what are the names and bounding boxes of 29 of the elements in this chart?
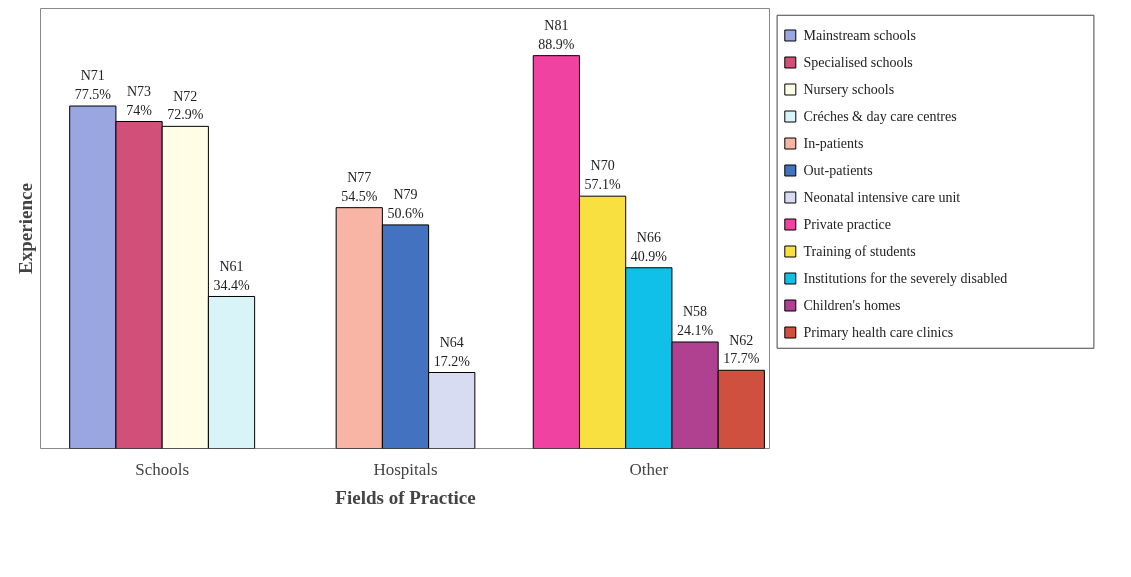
x-tick-label: Other — [629, 459, 669, 479]
legend-label: Training of students — [803, 244, 916, 259]
data-label: N64 17.2% — [433, 334, 471, 369]
data-label: N66 40.9% — [630, 230, 668, 264]
legend-label: Institutions for the severely disabled — [803, 271, 1008, 286]
legend-label: Créches & day care centres — [803, 109, 957, 124]
legend-label: Out-patients — [803, 163, 873, 178]
legend-label: Neonatal intensive care unit — [803, 190, 961, 205]
legend-label: Specialised schools — [803, 55, 913, 70]
data-label: N61 34.4% — [213, 258, 250, 293]
legend-label: Private practice — [803, 217, 891, 232]
data-label: N81 88.9% — [538, 17, 575, 52]
legend-label: Mainstream schools — [803, 28, 916, 43]
legend-label: In-patients — [803, 136, 864, 151]
data-label: N58 24.1% — [676, 304, 714, 339]
data-label: N73 74% — [126, 83, 153, 118]
data-label: N79 50.6% — [387, 187, 424, 221]
legend-label: Primary health care clinics — [803, 325, 954, 340]
x-tick-label: Schools — [135, 459, 190, 479]
data-label: N77 54.5% — [341, 169, 378, 204]
x-tick-label: Hospitals — [373, 459, 438, 479]
data-label: N62 17.7% — [723, 332, 760, 367]
legend-label: Nursery schools — [803, 82, 895, 97]
legend-label: Children's homes — [803, 298, 901, 313]
data-label: N71 77.5% — [74, 68, 112, 103]
y-axis-title: Experience — [14, 183, 36, 274]
x-axis-title: Fields of Practice — [335, 486, 476, 508]
data-label: N72 72.9% — [167, 88, 204, 123]
data-label: N70 57.1% — [584, 158, 622, 193]
